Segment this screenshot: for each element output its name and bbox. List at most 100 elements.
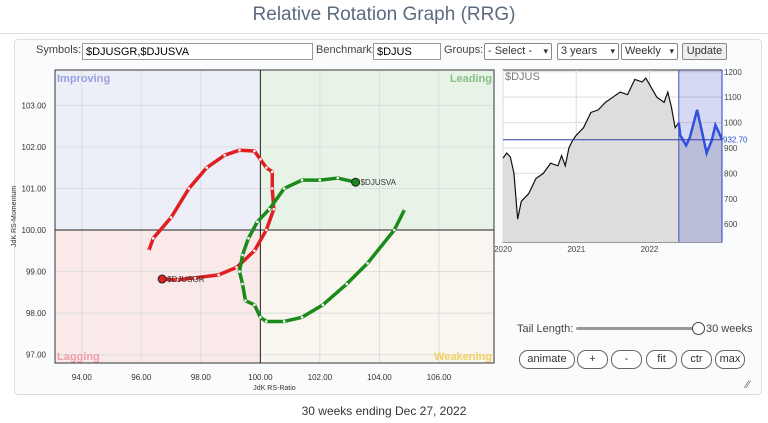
tail-point [256, 220, 259, 223]
x-tick-label: 104.00 [367, 373, 392, 382]
symbols-label: Symbols: [36, 44, 82, 56]
groups-value: - Select - [488, 45, 533, 57]
rrg-chart[interactable]: 94.00 96.00 98.00 100.00 102.00 104.00 106.00 1… [0, 60, 500, 395]
price-area [503, 78, 722, 242]
tail-point [272, 207, 276, 211]
tail-point [238, 148, 241, 152]
tail-line-djusva [237, 176, 407, 324]
frequency-value: Weekly [625, 45, 661, 57]
y-tick-label: 101.00 [22, 184, 47, 193]
tail-point [282, 187, 286, 190]
tail-point [253, 149, 256, 153]
y-tick-label: 900 [724, 144, 738, 153]
quadrant-leading [260, 70, 494, 231]
groups-select[interactable]: - Select - ▾ [484, 43, 552, 60]
y-tick-label: 1200 [724, 68, 742, 77]
animate-button[interactable]: animate [519, 350, 575, 369]
x-tick-label: 100.00 [248, 373, 273, 382]
tail-length-slider[interactable] [576, 327, 698, 330]
tail-point [270, 187, 274, 190]
x-tick-label: 94.00 [72, 373, 93, 382]
tail-point [345, 282, 348, 286]
tail-point [265, 320, 268, 323]
tail-line-djusgr [147, 148, 276, 282]
y-tick-label: 1100 [724, 93, 742, 102]
symbols-input[interactable] [82, 43, 313, 60]
tail-point [235, 266, 238, 269]
head-point [157, 274, 167, 284]
head-point [351, 177, 361, 187]
series-label: $DJUSVA [361, 178, 397, 187]
tail-point [169, 216, 173, 219]
y-tick-label: 800 [724, 169, 738, 178]
benchmark-label: Benchmark: [316, 44, 375, 56]
benchmark-symbol: $DJUS [505, 71, 540, 83]
quadrant-label-lagging: Lagging [57, 351, 100, 363]
y-tick-label: 102.00 [22, 143, 47, 152]
tail-point [265, 228, 268, 232]
quadrant-label-weakening: Weakening [434, 351, 492, 363]
zoom-out-button[interactable]: - [611, 350, 642, 369]
y-tick-label: 103.00 [22, 101, 47, 110]
x-tick-label: 98.00 [191, 373, 212, 382]
y-tick-label: 700 [724, 195, 738, 204]
tail-point [403, 207, 407, 211]
y-tick-label: 97.00 [26, 351, 47, 360]
chevron-down-icon: ▾ [610, 46, 615, 56]
x-tick-label: 106.00 [427, 373, 452, 382]
tail-length-label: Tail Length: [517, 323, 574, 335]
fit-button[interactable]: fit [646, 350, 677, 369]
tail-point [175, 278, 179, 282]
tail-point [267, 207, 271, 211]
tail-point [193, 276, 197, 280]
y-tick-label: 100.00 [22, 226, 47, 235]
tail-point [270, 170, 274, 174]
tail-period-highlight [678, 70, 722, 242]
y-tick-label: 1000 [724, 119, 742, 128]
tail-point [366, 261, 369, 265]
tail-length-value: 30 weeks [706, 323, 753, 335]
tail-point [253, 303, 256, 307]
tail-point [205, 166, 209, 169]
quadrant-label-improving: Improving [57, 73, 110, 85]
tail-point [151, 237, 155, 240]
benchmark-chart: 1200 1100 1000 900 800 700 600 2020 2021 2022 932.… [495, 68, 748, 254]
chevron-down-icon: ▾ [543, 46, 548, 56]
tail-point [247, 237, 250, 240]
tail-point [321, 303, 325, 307]
benchmark-input[interactable] [373, 43, 441, 60]
quadrant-lagging [55, 230, 261, 363]
period-select[interactable]: 3 years ▾ [557, 43, 619, 60]
tail-point [282, 320, 286, 323]
tail-length-slider-handle[interactable] [692, 322, 705, 335]
y-tick-label: 98.00 [26, 309, 47, 318]
tail-point [187, 187, 191, 190]
center-button[interactable]: ctr [681, 350, 712, 369]
tail-point [147, 249, 151, 253]
tail-point [217, 273, 220, 277]
tail-point [259, 315, 262, 319]
x-tick-label: 2020 [495, 245, 512, 254]
divider [0, 33, 768, 34]
tail-point [300, 178, 304, 182]
x-tick-label: 2022 [641, 245, 659, 254]
page-title: Relative Rotation Graph (RRG) [252, 4, 516, 25]
tail-point [241, 253, 244, 257]
chevron-down-icon: ▾ [669, 46, 674, 56]
quadrant-label-leading: Leading [450, 73, 492, 85]
max-button[interactable]: max [715, 350, 745, 369]
y-tick-label: 600 [724, 220, 738, 229]
tail-point [238, 270, 241, 273]
frequency-select[interactable]: Weekly ▾ [621, 43, 678, 60]
x-tick-label: 2021 [567, 245, 585, 254]
tail-point [241, 282, 244, 286]
last-value-label: 932.70 [723, 136, 748, 145]
x-tick-label: 96.00 [131, 373, 152, 382]
update-button[interactable]: Update [682, 43, 727, 60]
price-line [502, 77, 680, 220]
zoom-in-button[interactable]: + [577, 350, 608, 369]
tail-point [336, 176, 340, 180]
x-tick-label: 102.00 [308, 373, 333, 382]
quadrant-improving [55, 70, 261, 231]
resize-handle-icon[interactable]: ⁄⁄ [746, 379, 750, 391]
